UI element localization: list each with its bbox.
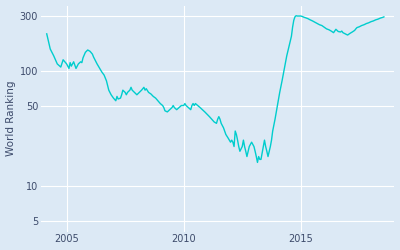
- Y-axis label: World Ranking: World Ranking: [6, 81, 16, 156]
